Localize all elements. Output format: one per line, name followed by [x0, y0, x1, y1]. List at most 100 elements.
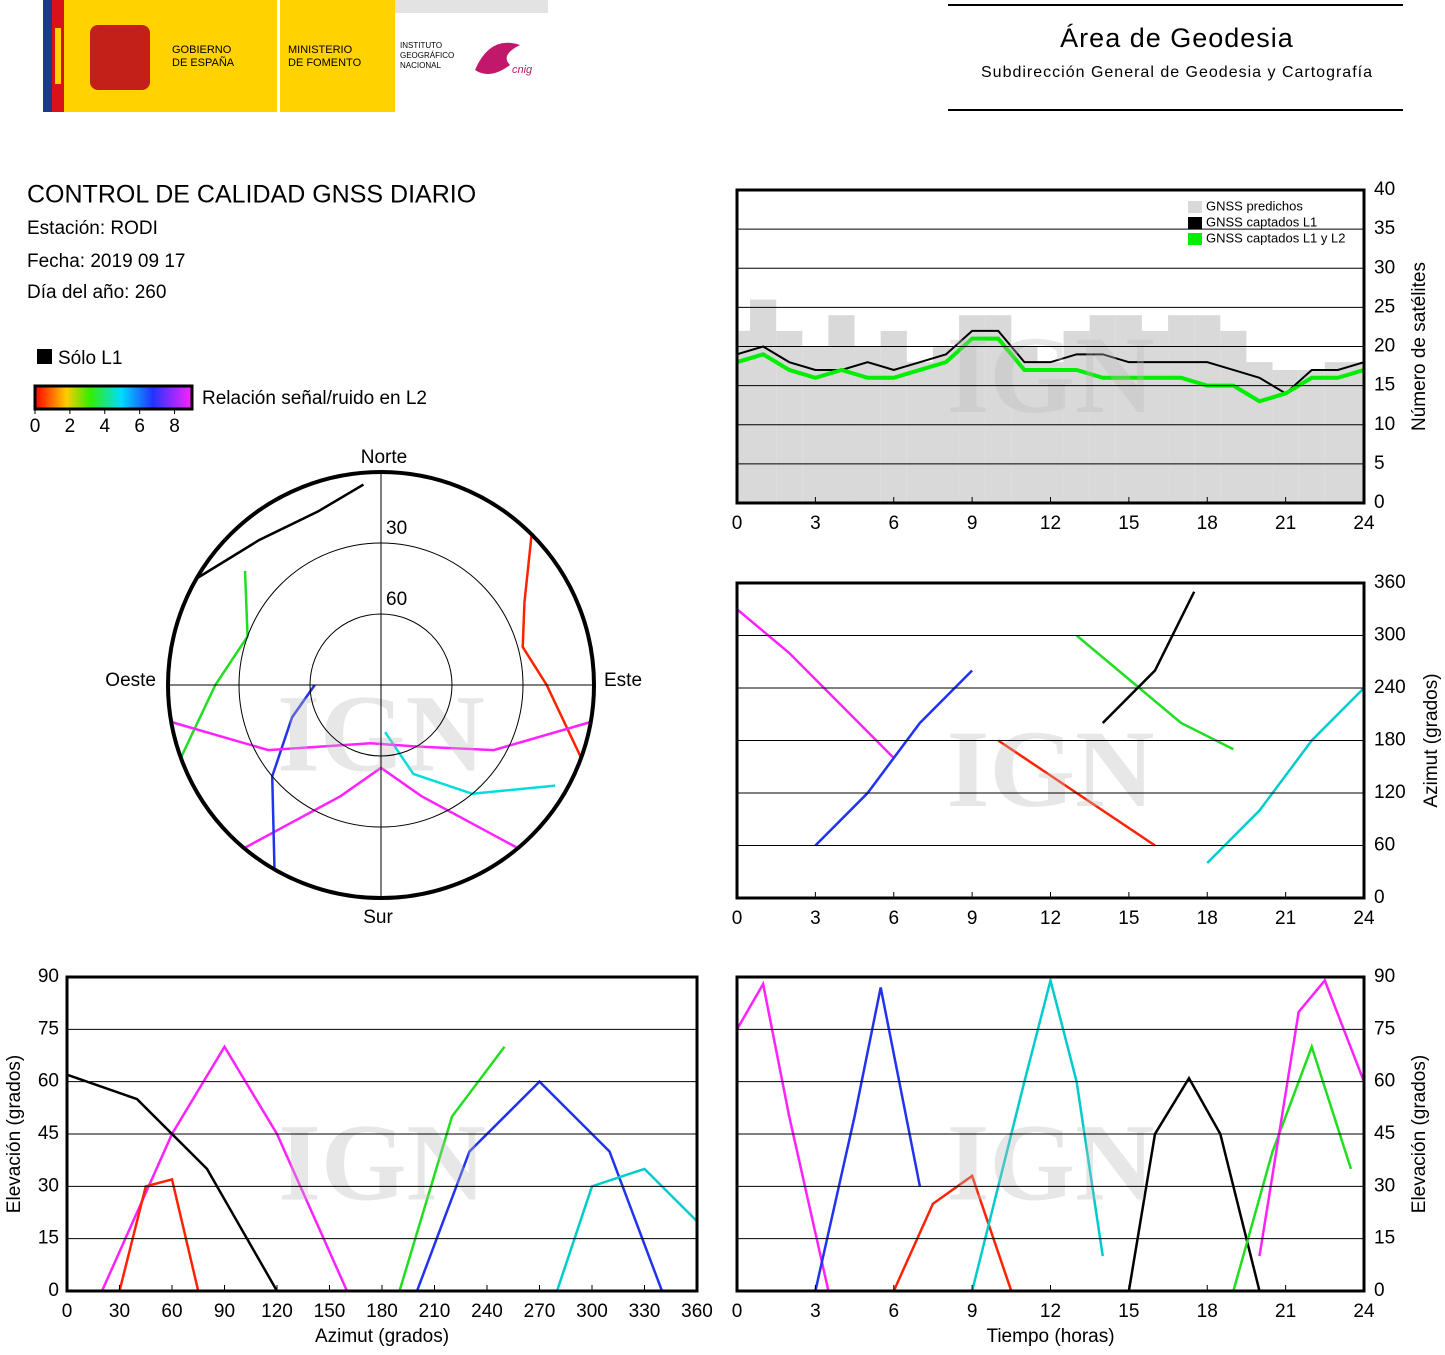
- logo-text: cnig: [512, 64, 533, 76]
- logo-government: GOBIERNO DE ESPAÑA MINISTERIO DE FOMENTO…: [43, 0, 548, 112]
- satellite-track: [1206, 687, 1364, 864]
- bar: [1298, 369, 1325, 503]
- y-tick-label: 75: [1374, 1018, 1395, 1039]
- x-tick-label: 0: [732, 513, 743, 534]
- y-tick-label: 360: [1374, 572, 1406, 593]
- flag-stripe: [55, 28, 61, 84]
- direction-label: Este: [604, 670, 642, 691]
- x-axis-label: Tiempo (horas): [986, 1326, 1114, 1347]
- x-tick-label: 3: [810, 908, 821, 929]
- legend-label: GNSS predichos: [1206, 198, 1303, 213]
- legend-swatch: [1188, 233, 1202, 245]
- bar: [880, 330, 907, 503]
- snr-colorbar: [33, 384, 194, 411]
- y-tick-label: 40: [1374, 179, 1395, 200]
- x-axis-label: Azimut (grados): [315, 1326, 449, 1347]
- plot-area: IGN: [67, 1044, 697, 1291]
- satellite-track: [179, 570, 249, 759]
- legend-swatch: [37, 349, 52, 364]
- plot-frame: [735, 188, 1366, 505]
- y-tick-label: 60: [1374, 1071, 1395, 1092]
- x-tick-label: 0: [62, 1301, 73, 1322]
- x-tick-label: 18: [1197, 513, 1218, 534]
- snr-tick-label: 6: [134, 416, 145, 437]
- y-tick-label: 45: [1374, 1123, 1395, 1144]
- direction-label: Sur: [363, 907, 393, 928]
- y-tick-label: 20: [1374, 336, 1395, 357]
- satellite-track: [737, 980, 830, 1291]
- y-tick-label: 15: [1374, 1228, 1395, 1249]
- logo-text: INSTITUTO: [400, 41, 442, 50]
- bar: [1220, 330, 1247, 503]
- x-tick-label: 210: [419, 1301, 451, 1322]
- satellite-track: [814, 987, 922, 1291]
- logo-text: NACIONAL: [400, 61, 441, 70]
- satellite-track: [555, 1167, 697, 1291]
- satellite-track: [195, 483, 365, 580]
- x-tick-label: 0: [732, 1301, 743, 1322]
- watermark: IGN: [947, 314, 1155, 436]
- logo-text: DE FOMENTO: [288, 57, 362, 69]
- satellite-track: [814, 669, 974, 847]
- x-tick-label: 12: [1040, 513, 1061, 534]
- x-tick-label: 12: [1040, 1301, 1061, 1322]
- bar: [1063, 330, 1090, 503]
- y-axis-label: Azimut (grados): [1421, 673, 1442, 807]
- x-tick-label: 3: [810, 513, 821, 534]
- plot-area: IGN: [737, 591, 1364, 864]
- satellite-track: [1075, 634, 1234, 751]
- bar: [1194, 315, 1221, 503]
- snr-tick-label: 2: [65, 416, 76, 437]
- x-tick-label: 270: [524, 1301, 556, 1322]
- crest: [90, 25, 150, 90]
- satellite-track: [970, 977, 1104, 1291]
- y-tick-label: 30: [38, 1175, 59, 1196]
- flag-stripe: [43, 0, 52, 112]
- x-tick-label: 24: [1353, 1301, 1375, 1322]
- y-tick-label: 35: [1374, 218, 1395, 239]
- satellite-track: [398, 1046, 506, 1291]
- x-tick-label: 330: [629, 1301, 661, 1322]
- snr-tick-label: 4: [99, 416, 110, 437]
- y-tick-label: 90: [1374, 966, 1395, 987]
- area-subtitle: Subdirección General de Geodesia y Carto…: [981, 64, 1373, 81]
- x-tick-label: 360: [681, 1301, 713, 1322]
- x-tick-label: 6: [888, 908, 899, 929]
- satellite-track: [384, 731, 556, 796]
- logo-text: GOBIERNO: [172, 44, 232, 56]
- y-tick-label: 5: [1374, 453, 1385, 474]
- satellite-track: [737, 608, 895, 759]
- y-tick-label: 0: [48, 1280, 59, 1301]
- y-tick-label: 15: [1374, 375, 1395, 396]
- x-tick-label: 9: [967, 513, 978, 534]
- y-axis-label: Elevación (grados): [4, 1055, 25, 1213]
- x-tick-label: 15: [1118, 513, 1139, 534]
- y-axis-label: Elevación (grados): [1409, 1055, 1430, 1213]
- y-tick-label: 30: [1374, 257, 1395, 278]
- logo-text: GEOGRÁFICO: [400, 51, 454, 60]
- x-tick-label: 21: [1275, 908, 1296, 929]
- plot-frame: [735, 581, 1366, 900]
- x-tick-label: 18: [1197, 1301, 1218, 1322]
- x-tick-label: 60: [161, 1301, 182, 1322]
- legend-swatch: [1188, 201, 1202, 213]
- x-tick-label: 15: [1118, 1301, 1139, 1322]
- x-tick-label: 30: [109, 1301, 130, 1322]
- satellite-track: [270, 684, 316, 870]
- count-line: [737, 336, 1364, 404]
- x-tick-label: 6: [888, 513, 899, 534]
- x-tick-label: 240: [471, 1301, 503, 1322]
- elevation-ring: [238, 542, 524, 828]
- plot-frame: [65, 975, 699, 1293]
- legend-label: GNSS captados L1: [1206, 214, 1317, 229]
- y-tick-label: 300: [1374, 625, 1406, 646]
- x-tick-label: 24: [1353, 908, 1375, 929]
- y-tick-label: 0: [1374, 1280, 1385, 1301]
- snr-tick-label: 8: [169, 416, 180, 437]
- ring-label: 60: [386, 589, 407, 610]
- x-tick-label: 120: [261, 1301, 293, 1322]
- y-tick-label: 180: [1374, 730, 1406, 751]
- logo-bar: [395, 0, 548, 13]
- x-tick-label: 9: [967, 908, 978, 929]
